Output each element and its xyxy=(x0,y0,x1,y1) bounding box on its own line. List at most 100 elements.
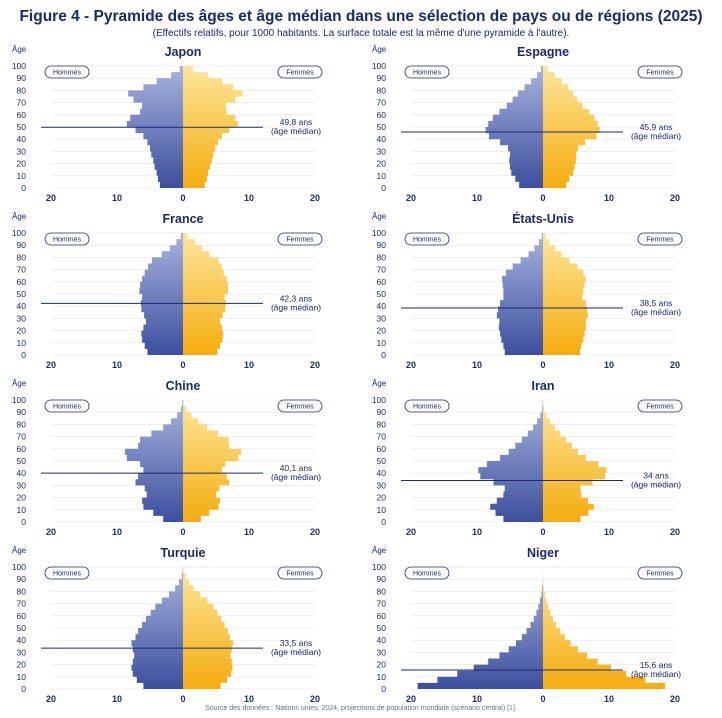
x-tick-label: 10 xyxy=(244,360,254,370)
x-tick-label: 10 xyxy=(604,360,614,370)
y-tick-label: 50 xyxy=(17,289,27,299)
legend-men-box xyxy=(44,65,90,79)
y-tick-label: 30 xyxy=(17,480,27,490)
y-tick-label: 20 xyxy=(17,326,27,336)
legend-men-label: Hommes xyxy=(413,237,442,244)
y-tick-label: 90 xyxy=(17,73,27,83)
y-tick-label: 0 xyxy=(21,183,26,193)
x-tick-label: 0 xyxy=(540,527,545,537)
legend-women-label: Femmes xyxy=(646,571,674,578)
y-tick-label: 60 xyxy=(377,444,387,454)
y-tick-label: 20 xyxy=(377,493,387,503)
men-series-area xyxy=(496,233,543,355)
y-tick-label: 10 xyxy=(377,505,387,515)
y-tick-label: 90 xyxy=(377,240,387,250)
y-tick-label: 80 xyxy=(17,85,27,95)
x-tick-label: 20 xyxy=(310,360,320,370)
y-tick-label: 30 xyxy=(17,146,27,156)
y-tick-label: 60 xyxy=(17,444,27,454)
y-tick-label: 20 xyxy=(377,159,387,169)
y-tick-label: 100 xyxy=(12,228,26,238)
median-age-caption: (âge médian) xyxy=(631,307,681,317)
y-tick-label: 10 xyxy=(377,338,387,348)
y-tick-label: 70 xyxy=(377,98,387,108)
x-tick-label: 0 xyxy=(180,527,185,537)
median-age-value: 45,9 ans xyxy=(640,122,673,132)
median-age-value: 15,6 ans xyxy=(640,660,673,670)
y-tick-label: 0 xyxy=(381,350,386,360)
median-age-caption: (âge médian) xyxy=(271,472,321,482)
x-tick-label: 20 xyxy=(406,527,416,537)
y-tick-label: 100 xyxy=(372,61,386,71)
median-age-value: 40,1 ans xyxy=(280,463,313,473)
age-axis-label: Âge xyxy=(372,212,387,221)
y-tick-label: 70 xyxy=(17,98,27,108)
men-series-area xyxy=(124,400,183,522)
legend-men-label: Hommes xyxy=(53,571,82,578)
x-tick-label: 10 xyxy=(244,694,254,704)
y-tick-label: 0 xyxy=(381,684,386,694)
y-tick-label: 0 xyxy=(381,183,386,193)
y-tick-label: 30 xyxy=(17,647,27,657)
y-tick-label: 50 xyxy=(17,623,27,633)
women-series-area xyxy=(543,66,600,188)
age-axis-label: Âge xyxy=(12,546,27,555)
y-tick-label: 30 xyxy=(17,313,27,323)
y-tick-label: 70 xyxy=(377,599,387,609)
y-tick-label: 100 xyxy=(12,395,26,405)
median-age-value: 34 ans xyxy=(643,471,669,481)
x-tick-label: 0 xyxy=(540,360,545,370)
y-tick-label: 70 xyxy=(377,265,387,275)
x-tick-label: 10 xyxy=(472,694,482,704)
y-tick-label: 80 xyxy=(377,586,387,596)
x-tick-label: 10 xyxy=(604,193,614,203)
x-tick-label: 20 xyxy=(406,193,416,203)
x-tick-label: 0 xyxy=(180,694,185,704)
x-tick-label: 20 xyxy=(46,193,56,203)
men-series-area xyxy=(478,400,543,522)
legend-men-box xyxy=(404,232,450,246)
figure-subtitle: (Effectifs relatifs, pour 1000 habitants… xyxy=(152,28,570,39)
x-tick-label: 10 xyxy=(112,360,122,370)
source-note: Source des données : Nations unies, 2024… xyxy=(205,705,517,712)
men-series-area xyxy=(131,567,183,689)
median-age-caption: (âge médian) xyxy=(271,647,321,657)
legend-men-label: Hommes xyxy=(53,404,82,411)
y-tick-label: 100 xyxy=(12,562,26,572)
y-tick-label: 90 xyxy=(377,407,387,417)
x-tick-label: 10 xyxy=(472,360,482,370)
y-tick-label: 40 xyxy=(17,301,27,311)
legend-women-box xyxy=(277,232,323,246)
y-tick-label: 90 xyxy=(17,407,27,417)
y-tick-label: 0 xyxy=(21,350,26,360)
y-tick-label: 60 xyxy=(17,611,27,621)
median-age-value: 49,8 ans xyxy=(280,117,313,127)
y-tick-label: 20 xyxy=(17,660,27,670)
legend-women-box xyxy=(637,232,683,246)
y-tick-label: 40 xyxy=(17,134,27,144)
y-tick-label: 60 xyxy=(17,277,27,287)
x-tick-label: 20 xyxy=(670,694,680,704)
y-tick-label: 60 xyxy=(377,611,387,621)
y-tick-label: 0 xyxy=(21,684,26,694)
women-series-area xyxy=(543,567,666,689)
panel-title: Niger xyxy=(527,546,559,560)
age-axis-label: Âge xyxy=(12,379,27,388)
women-series-area xyxy=(543,400,607,522)
legend-men-label: Hommes xyxy=(53,237,82,244)
y-tick-label: 100 xyxy=(372,228,386,238)
x-tick-label: 20 xyxy=(670,527,680,537)
x-tick-label: 10 xyxy=(112,193,122,203)
legend-women-box xyxy=(277,566,323,580)
x-tick-label: 20 xyxy=(46,694,56,704)
legend-men-box xyxy=(44,566,90,580)
men-series-area xyxy=(417,567,543,689)
y-tick-label: 20 xyxy=(17,493,27,503)
panel-title: Chine xyxy=(166,379,201,393)
y-tick-label: 40 xyxy=(377,635,387,645)
y-tick-label: 90 xyxy=(377,574,387,584)
y-tick-label: 80 xyxy=(377,419,387,429)
